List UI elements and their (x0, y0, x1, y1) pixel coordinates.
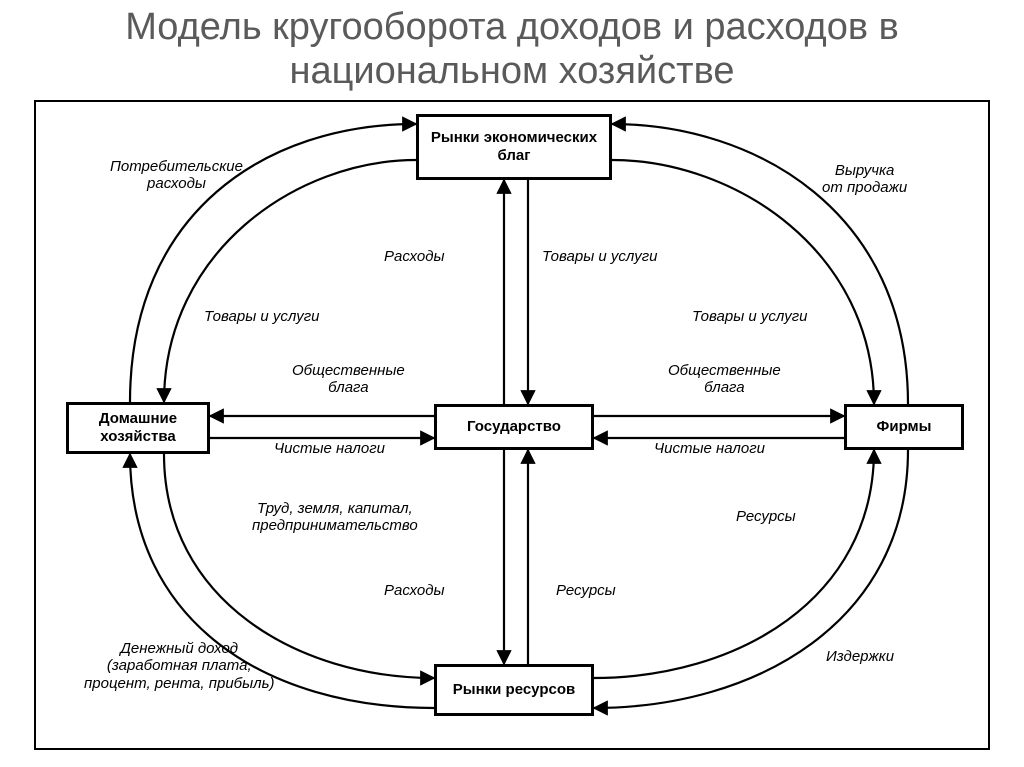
label-costs: Издержки (826, 648, 894, 665)
label-expenses-bottom: Расходы (384, 582, 445, 599)
label-goods-services-left: Товары и услуги (204, 308, 319, 325)
label-labor-land-capital: Труд, земля, капитал, предпринимательств… (252, 500, 418, 535)
node-firms: Фирмы (844, 404, 964, 450)
node-goods-market: Рынки экономических благ (416, 114, 612, 180)
label-public-goods-left: Общественные блага (292, 362, 405, 397)
label-net-taxes-left: Чистые налоги (274, 440, 385, 457)
label-expenses-top: Расходы (384, 248, 445, 265)
node-state: Государство (434, 404, 594, 450)
label-consumer-spending: Потребительские расходы (110, 158, 243, 193)
label-goods-services-right: Товары и услуги (692, 308, 807, 325)
label-resources-right: Ресурсы (736, 508, 796, 525)
diagram-frame: Рынки экономических благ Домашние хозяйс… (34, 100, 990, 750)
label-public-goods-right: Общественные блага (668, 362, 781, 397)
page-title: Модель кругооборота доходов и расходов в… (0, 0, 1024, 93)
label-goods-services-top-right: Товары и услуги (542, 248, 657, 265)
node-resource-market: Рынки ресурсов (434, 664, 594, 716)
label-money-income: Денежный доход (заработная плата, процен… (84, 640, 274, 692)
label-sales-revenue: Выручка от продажи (822, 162, 907, 197)
label-net-taxes-right: Чистые налоги (654, 440, 765, 457)
node-households: Домашние хозяйства (66, 402, 210, 454)
label-resources-bottom: Ресурсы (556, 582, 616, 599)
